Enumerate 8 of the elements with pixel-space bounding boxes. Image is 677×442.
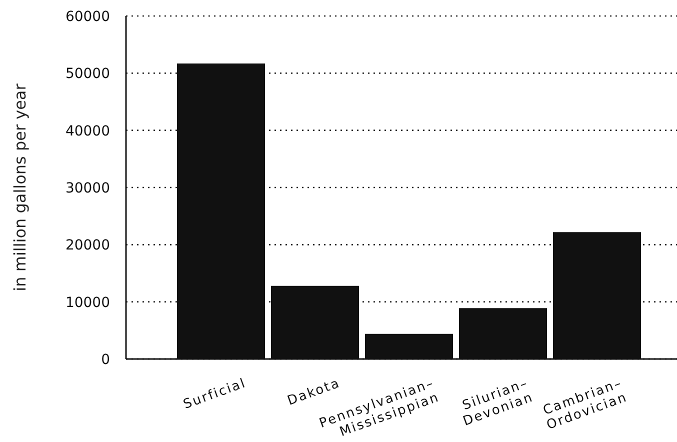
y-tick-label: 10000 — [65, 294, 110, 311]
y-tick-label: 0 — [101, 352, 110, 368]
y-axis-title: in million gallons per year — [10, 83, 30, 292]
y-tick-label: 20000 — [65, 238, 110, 254]
y-tick-label: 40000 — [65, 123, 110, 140]
y-tick-label: 60000 — [65, 8, 110, 25]
y-tick-label: 30000 — [65, 180, 110, 196]
y-tick-label: 50000 — [65, 66, 110, 82]
